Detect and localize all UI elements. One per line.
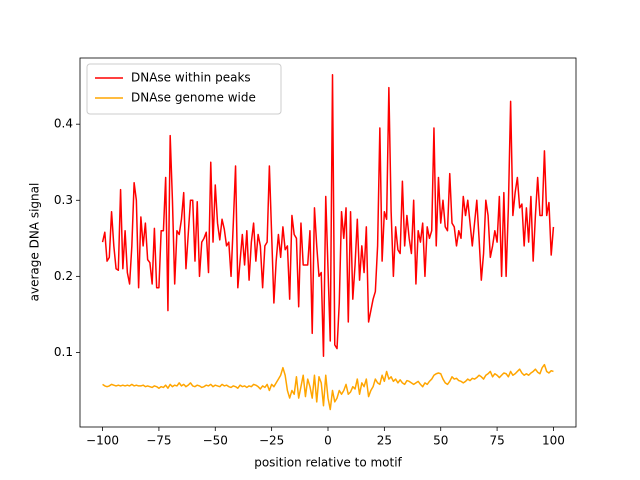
x-tick-label: −25: [259, 434, 284, 448]
x-tick-label: 0: [324, 434, 332, 448]
y-tick-label: 0.2: [54, 269, 73, 283]
y-tick-label: 0.4: [54, 117, 73, 131]
y-tick-label: 0.3: [54, 193, 73, 207]
x-tick-label: −50: [203, 434, 228, 448]
x-tick-label: −100: [86, 434, 119, 448]
x-tick-label: 25: [377, 434, 392, 448]
legend-label: DNAse within peaks: [131, 71, 251, 85]
legend-box: [86, 63, 282, 115]
data-line: [102, 363, 554, 411]
data-line: [101, 73, 555, 357]
x-tick-label: 50: [433, 434, 448, 448]
x-tick-label: 100: [542, 434, 565, 448]
y-axis-label: average DNA signal: [28, 183, 42, 302]
y-tick-label: 0.1: [54, 345, 73, 359]
x-axis-label: position relative to motif: [254, 456, 402, 470]
x-tick-label: −75: [146, 434, 171, 448]
x-tick-label: 75: [489, 434, 504, 448]
legend-label: DNAse genome wide: [131, 91, 256, 105]
plot-frame: [79, 57, 577, 428]
